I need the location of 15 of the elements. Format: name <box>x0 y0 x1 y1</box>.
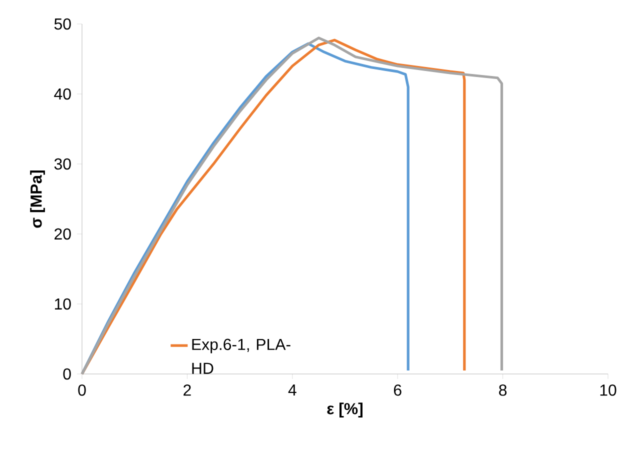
x-tick-label: 6 <box>394 384 402 396</box>
x-tick-label: 0 <box>78 384 86 396</box>
y-tick-label: 0 <box>63 368 71 380</box>
x-tick-label: 4 <box>288 384 296 396</box>
y-tick-label: 20 <box>54 228 71 240</box>
y-tick-label: 50 <box>54 18 71 30</box>
y-tick-label: 30 <box>54 158 71 170</box>
x-tick-label: 2 <box>184 384 191 396</box>
x-axis-title: ε [%] <box>327 402 362 418</box>
y-axis-title: σ [MPa] <box>30 170 45 228</box>
legend-label: Exp.6-1, PLA-HD <box>192 338 290 374</box>
x-tick-label: 10 <box>600 384 616 396</box>
x-tick-label: 8 <box>499 384 507 396</box>
y-tick-label: 40 <box>54 88 71 100</box>
y-tick-label: 10 <box>54 298 71 310</box>
